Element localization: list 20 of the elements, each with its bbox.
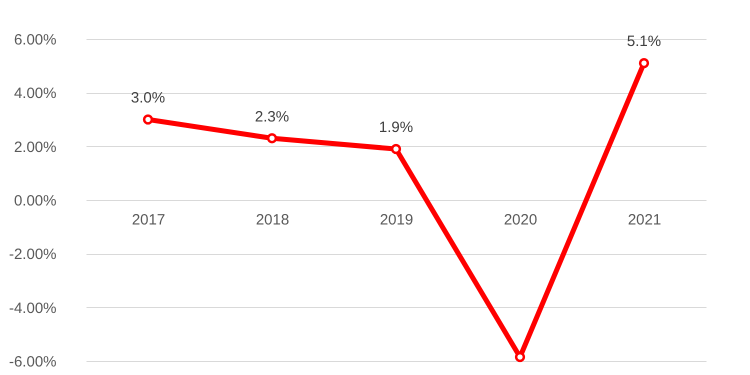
x-tick-label: 2021 [628,212,662,228]
x-tick-label: 2018 [256,212,290,228]
point [142,114,154,125]
y-tick-label: 0.00% [14,192,56,210]
y-tick-label: 6.00% [14,32,56,48]
data-label: 5.1% [626,33,662,50]
y-tick-label: -2.00% [8,246,56,264]
y-tick-label: 4.00% [14,85,56,102]
point [638,58,650,68]
y-tick-label: -4.00% [8,300,56,317]
x-tick-label: 2017 [132,212,166,228]
point [390,144,402,154]
data-label: 2.3% [254,108,290,126]
x-tick-label: 2020 [504,212,538,228]
y-tick-label: 2.00% [14,138,56,156]
y-tick-label: -6.00% [8,354,56,370]
data-label: 3.0% [130,90,166,106]
data-label: 1.9% [378,119,414,136]
x-tick-label: 2019 [380,212,414,228]
point [266,133,278,144]
